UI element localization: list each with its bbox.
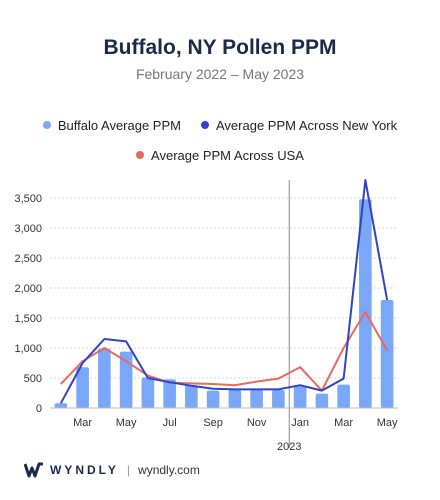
footer-url[interactable]: wyndly.com [138, 463, 200, 477]
bar-buffalo [315, 393, 329, 408]
bar-buffalo [76, 367, 89, 408]
wyndly-logo-icon [24, 462, 43, 478]
bar-buffalo [163, 379, 176, 408]
bar-buffalo [293, 386, 307, 408]
bar-buffalo [228, 390, 242, 408]
bar-buffalo [206, 390, 220, 408]
y-tick-label: 1,000 [14, 343, 42, 355]
chart-subtitle: February 2022 – May 2023 [135, 66, 305, 82]
y-tick-label: 2,500 [14, 253, 42, 265]
bar-buffalo [359, 199, 372, 408]
year-label: 2023 [277, 441, 301, 453]
x-tick-label: May [116, 417, 137, 429]
bar-buffalo [250, 390, 263, 408]
x-tick-label: Nov [247, 417, 267, 429]
y-tick-label: 500 [24, 373, 42, 385]
x-tick-label: Jan [291, 417, 309, 429]
legend-label-buffalo: Buffalo Average PPM [57, 117, 181, 133]
y-tick-label: 3,000 [14, 223, 42, 235]
y-tick-label: 3,500 [14, 193, 42, 205]
chart-title: Buffalo, NY Pollen PPM [103, 36, 337, 59]
x-tick-label: Mar [73, 417, 92, 429]
bar-buffalo [185, 385, 198, 408]
x-tick-label: May [377, 417, 398, 429]
line-new-york [59, 179, 389, 404]
footer-brand: WYNDLY [50, 463, 119, 477]
legend-swatch-new-york [200, 121, 209, 129]
bar-buffalo [272, 390, 285, 408]
bar-buffalo [380, 300, 394, 408]
footer: WYNDLY | wyndly.com [24, 462, 200, 478]
legend-label-usa: Average PPM Across USA [151, 147, 304, 163]
y-tick-label: 1,500 [14, 313, 42, 325]
bar-buffalo [54, 403, 68, 408]
legend-item-usa: Average PPM Across USA [136, 148, 304, 163]
legend-item-buffalo: Buffalo Average PPM [42, 117, 181, 133]
bar-buffalo [337, 384, 350, 408]
bar-buffalo [141, 377, 155, 408]
y-tick-label: 2,000 [14, 283, 42, 295]
line-usa [60, 311, 388, 392]
footer-separator: | [126, 463, 131, 477]
bar-buffalo [119, 351, 133, 408]
legend-label-new-york: Average PPM Across New York [215, 117, 398, 133]
legend-item-new-york: Average PPM Across New York [200, 117, 398, 133]
x-tick-label: Sep [203, 417, 223, 429]
x-tick-label: Jul [163, 417, 177, 429]
x-tick-label: Mar [334, 417, 353, 429]
legend-swatch-buffalo [42, 121, 51, 129]
chart-legend: Buffalo Average PPM Average PPM Across N… [0, 116, 440, 176]
y-tick-label: 0 [36, 403, 42, 415]
legend-swatch-usa [136, 151, 145, 159]
bar-buffalo [98, 348, 111, 408]
